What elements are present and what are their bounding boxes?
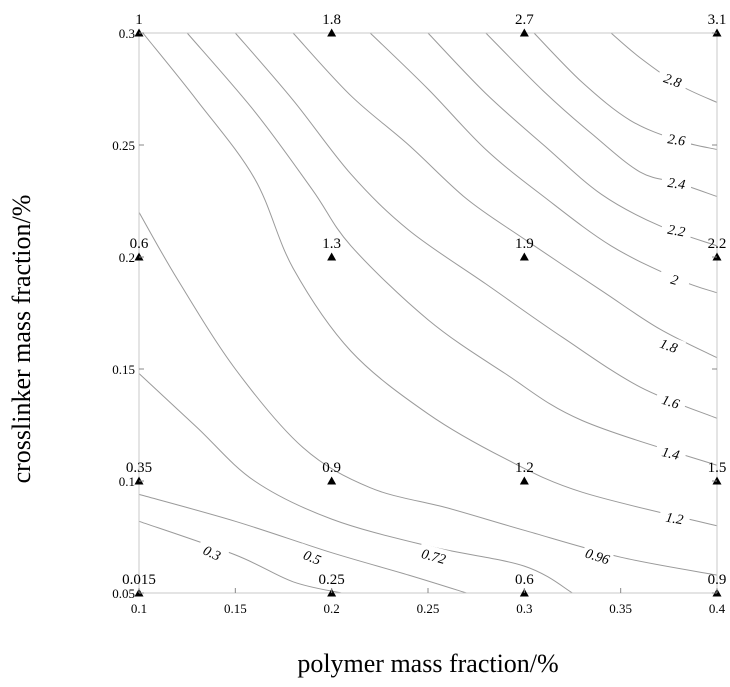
contour-label-0.96: 0.96: [583, 547, 611, 569]
contour-line-1.4: [186, 32, 718, 466]
contour-line-2.2: [427, 32, 718, 247]
contour-line-1.6: [234, 32, 718, 419]
x-tick-label: 0.25: [417, 601, 440, 616]
contour-lines: [138, 32, 718, 594]
contour-line-0.96: [138, 211, 718, 576]
x-tick-label: 0.15: [224, 601, 247, 616]
data-point-label: 1.3: [322, 236, 341, 252]
contour-label-0.3: 0.3: [200, 544, 222, 565]
data-point-marker: [327, 252, 337, 261]
data-point-label: 3.1: [708, 12, 727, 28]
contour-label-0.72: 0.72: [420, 547, 448, 568]
contour-line-1.2: [142, 32, 718, 527]
x-tick-label: 0.35: [609, 601, 632, 616]
data-point-label: 0.6: [130, 236, 149, 252]
data-point-label: 1.2: [515, 460, 534, 476]
contour-line-2.8: [610, 32, 718, 103]
data-point-marker: [519, 252, 529, 261]
contour-labels: 0.3 0.5 0.72 0.96 1.2 1.4 1.6 1.8 2 2.2 2.4 2.6 2.8: [195, 66, 693, 570]
axis-ticks: 0.1 0.15 0.2 0.25 0.3 0.35 0.40.050.10.150.20.…: [112, 26, 725, 616]
contour-label-bg: [660, 172, 693, 193]
contour-label-2.6: 2.6: [667, 132, 686, 149]
x-tick-label: 0.3: [516, 601, 532, 616]
y-axis-title: crosslinker mass fraction/%: [7, 195, 36, 484]
x-axis-title: polymer mass fraction/%: [297, 649, 558, 678]
data-point-label: 1.5: [708, 460, 727, 476]
x-tick-label: 0.2: [324, 601, 340, 616]
data-point-label: 1.8: [322, 12, 341, 28]
data-point-label: 2.2: [708, 236, 727, 252]
data-point-marker: [327, 28, 337, 37]
x-tick-label: 0.4: [709, 601, 726, 616]
data-point-label: 1.9: [515, 236, 534, 252]
contour-label-2: 2: [669, 273, 680, 289]
contour-line-0.3: [138, 520, 342, 594]
contour-label-bg: [195, 538, 230, 566]
data-point-marker: [519, 28, 529, 37]
y-tick-label: 0.1: [119, 474, 135, 489]
data-point-label: 0.6: [515, 572, 534, 588]
contour-label-bg: [581, 542, 615, 568]
data-point-marker: [327, 476, 337, 485]
contour-label-bg: [295, 543, 330, 570]
contour-label-0.5: 0.5: [301, 548, 323, 568]
contour-label-2.2: 2.2: [666, 223, 686, 241]
data-point-label: 2.7: [515, 12, 534, 28]
y-tick-label: 0.15: [112, 362, 135, 377]
contour-label-2.8: 2.8: [661, 71, 683, 91]
contour-label-bg: [654, 440, 688, 464]
data-point-label: 0.9: [708, 572, 727, 588]
contour-label-bg: [660, 218, 693, 240]
contour-label-bg: [658, 266, 692, 291]
data-point-label: 1: [135, 12, 143, 28]
plot-frame: [138, 32, 718, 594]
y-tick-label: 0.05: [112, 586, 135, 601]
contour-label-2.4: 2.4: [667, 176, 686, 193]
y-tick-label: 0.2: [119, 250, 135, 265]
contour-line-2.4: [485, 32, 718, 197]
x-tick-label: 0.1: [131, 601, 147, 616]
data-point-marker: [519, 476, 529, 485]
contour-label-1.4: 1.4: [660, 445, 680, 464]
contour-line-0.72: [138, 373, 573, 594]
contour-label-1.6: 1.6: [660, 393, 681, 413]
y-tick-label: 0.25: [112, 138, 135, 153]
contour-label-bg: [417, 543, 451, 567]
contour-label-bg: [652, 331, 687, 358]
contour-label-bg: [658, 506, 691, 528]
data-point-label: 0.015: [122, 572, 156, 588]
contour-label-1.2: 1.2: [664, 511, 684, 529]
contour-label-bg: [660, 128, 693, 149]
data-points: 1 1.8 2.7 3.1 0.6 1.3 1.9 2.2 0.35 0.9 1.2 1.5 0.015…: [122, 12, 726, 597]
contour-label-bg: [656, 66, 690, 92]
contour-line-1.8: [292, 32, 718, 359]
contour-line-0.5: [138, 493, 467, 594]
data-point-label: 0.35: [126, 460, 152, 476]
data-point-label: 0.9: [322, 460, 341, 476]
y-tick-label: 0.3: [119, 26, 135, 41]
contour-line-2.6: [533, 32, 718, 150]
contour-label-1.8: 1.8: [658, 337, 680, 357]
data-point-label: 0.25: [319, 572, 345, 588]
contour-label-bg: [654, 388, 688, 413]
